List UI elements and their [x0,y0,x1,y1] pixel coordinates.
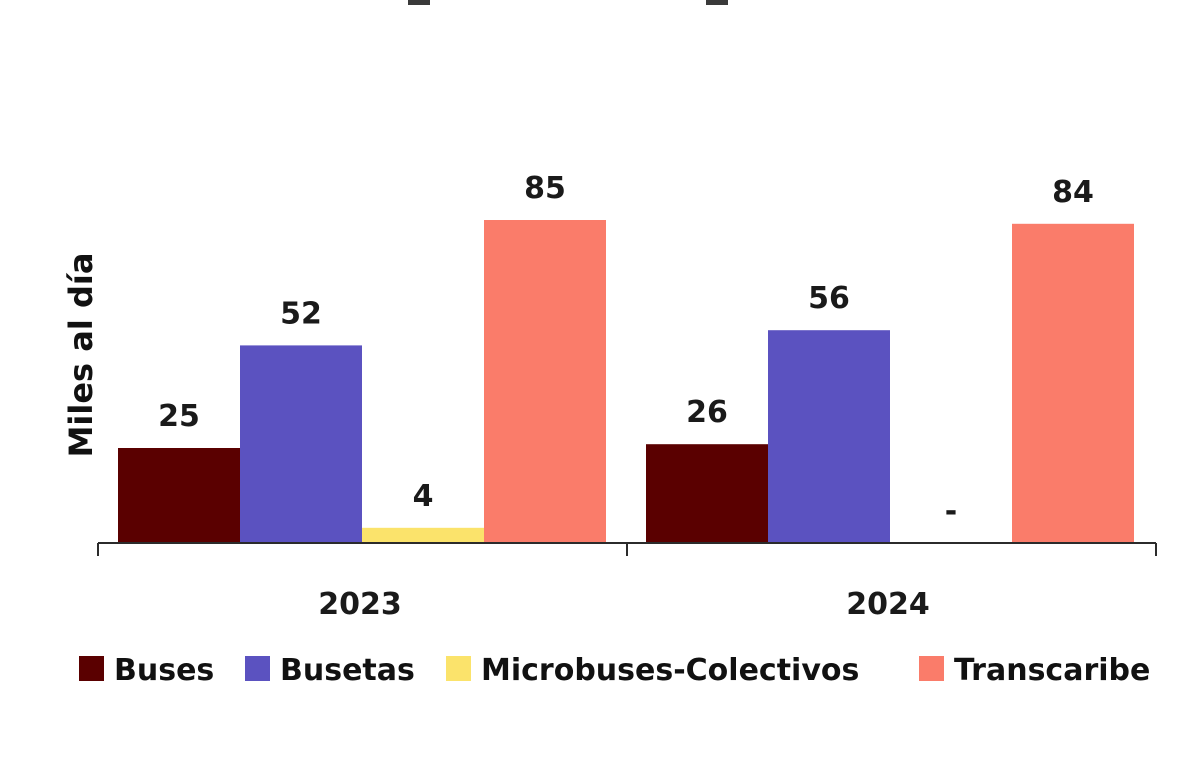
data-label-transcaribe-2024: 84 [1052,175,1094,210]
category-label-2024: 2024 [846,587,930,622]
data-label-microbuses-colectivos-2023: 4 [413,479,434,514]
legend-label-buses: Buses [114,653,214,688]
bars-group [118,220,1134,544]
bar-buses-2024 [646,444,768,543]
category-labels: 2023 2024 [318,587,930,622]
legend-swatch-microbuses-colectivos [446,656,471,681]
bar-busetas-2023 [240,345,362,543]
bar-transcaribe-2024 [1012,223,1134,544]
data-label-busetas-2023: 52 [280,296,322,331]
legend-swatch-buses [79,656,104,681]
cropped-title-fragment [408,0,430,5]
category-label-2023: 2023 [318,587,402,622]
data-label-microbuses-colectivos-2024: - [945,494,957,529]
bar-microbuses-colectivos-2023 [362,527,484,543]
data-label-busetas-2024: 56 [808,281,850,316]
legend-label-transcaribe: Transcaribe [954,653,1150,688]
legend-swatch-busetas [245,656,270,681]
cropped-title-fragment [706,0,728,5]
bar-transcaribe-2023 [484,220,606,543]
data-labels-group: 25 52 4 85 26 56 - 84 [158,171,1094,529]
data-label-buses-2024: 26 [686,395,728,430]
legend-label-busetas: Busetas [280,653,415,688]
data-label-buses-2023: 25 [158,399,200,434]
legend-label-microbuses-colectivos: Microbuses-Colectivos [481,653,859,688]
legend-swatch-transcaribe [919,656,944,681]
bar-busetas-2024 [768,330,890,543]
legend: Buses Busetas Microbuses-Colectivos Transca… [79,653,1150,688]
bar-buses-2023 [118,448,240,543]
y-axis-label: Miles al día [62,253,100,458]
x-axis-ticks [97,543,1157,556]
data-label-transcaribe-2023: 85 [524,171,566,206]
